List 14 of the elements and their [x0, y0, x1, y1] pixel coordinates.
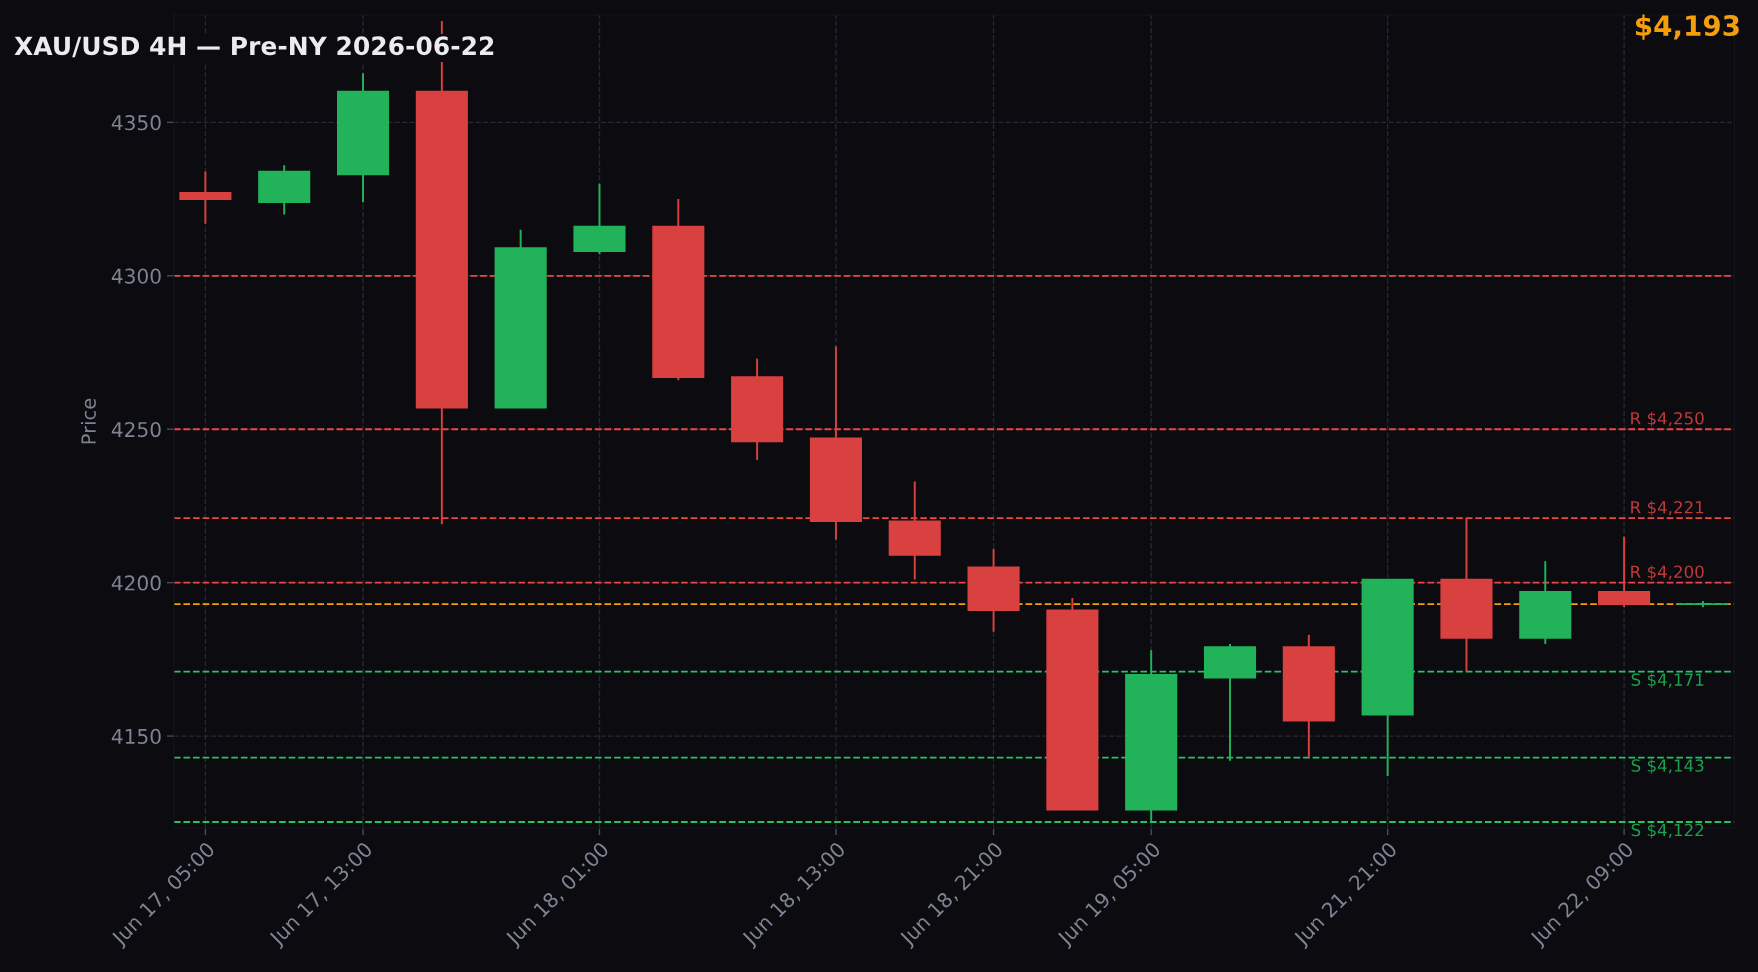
text: XAU/USD 4H — Pre-NY 2026-06-22: [14, 36, 494, 58]
ref-line-label: R $4,200: [1631, 565, 1704, 581]
y-tick-label: 4250: [111, 421, 161, 438]
y-tick-label: 4150: [111, 728, 161, 745]
y-tick-label: 4200: [111, 575, 161, 591]
ref-line-label: R $4,250: [1631, 411, 1704, 427]
annotation: $4,193: [1635, 14, 1739, 40]
ref-line-label: S $4,122: [1631, 823, 1704, 839]
ref-line-label: S $4,143: [1631, 758, 1704, 775]
ref-line-label: R $4,221: [1631, 500, 1704, 516]
y-axis-title: Price: [80, 398, 96, 444]
ref-line-label: S $4,171: [1631, 673, 1704, 689]
y-tick-label: 4350: [111, 115, 161, 131]
y-tick-label: 4300: [111, 268, 161, 284]
